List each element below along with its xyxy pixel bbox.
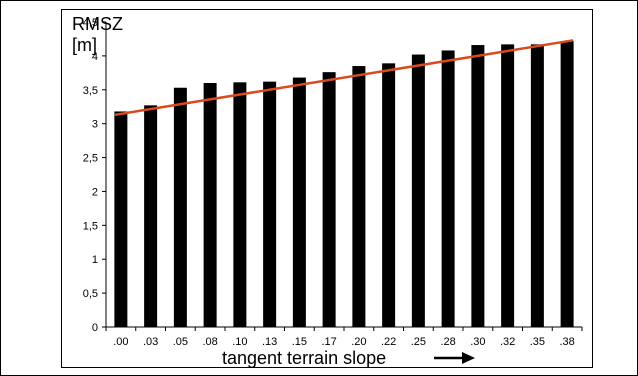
y-tick-label: 4	[92, 51, 98, 63]
bar	[144, 105, 158, 327]
bar	[352, 66, 366, 328]
x-tick-label: .05	[173, 336, 188, 348]
x-tick-label: .35	[530, 336, 545, 348]
x-tick-label: .30	[470, 336, 485, 348]
bar	[501, 44, 515, 327]
y-axis-title-line2: [m]	[72, 35, 97, 55]
x-tick-label: .10	[232, 336, 247, 348]
y-tick-label: 2	[92, 186, 98, 198]
y-tick-label: 3,5	[83, 85, 98, 97]
bar	[233, 82, 247, 327]
x-tick-label: .00	[113, 336, 128, 348]
y-tick-label: 1,5	[83, 220, 98, 232]
y-tick-label: 4,5	[83, 17, 98, 29]
x-tick-label: .03	[143, 336, 158, 348]
x-tick-label: .15	[292, 336, 307, 348]
y-tick-label: 0,5	[83, 288, 98, 300]
y-tick-label: 2,5	[83, 153, 98, 165]
bar	[263, 81, 277, 328]
bar	[471, 45, 485, 328]
y-tick-label: 3	[92, 119, 98, 131]
bar	[292, 77, 306, 327]
x-tick-label: .32	[500, 336, 515, 348]
x-tick-label: .38	[559, 336, 574, 348]
bar	[411, 54, 425, 328]
bar	[530, 44, 544, 327]
x-tick-label: .28	[440, 336, 455, 348]
y-axis-title-line1: RMSZ	[72, 14, 123, 34]
bar	[441, 50, 455, 327]
bar-chart: RMSZ [m] tangent terrain slope 0 0,5 1 1,5 2…	[72, 14, 583, 367]
x-axis-title-arrow	[434, 352, 475, 364]
bar	[114, 111, 128, 327]
trend-line	[114, 39, 574, 117]
x-tick-label: .22	[381, 336, 396, 348]
x-tick-label: .13	[262, 336, 277, 348]
chart-area: RMSZ [m] tangent terrain slope 0 0,5 1 1,5 2…	[61, 9, 593, 368]
y-tick-label: 1	[92, 254, 98, 266]
x-tick-label: .17	[321, 336, 336, 348]
bar	[382, 63, 396, 327]
x-tick-label: .20	[351, 336, 366, 348]
x-axis-title: tangent terrain slope	[222, 348, 386, 367]
bar	[173, 87, 187, 327]
bar	[203, 83, 217, 327]
x-tick-label: .08	[202, 336, 217, 348]
x-tick-label: .25	[411, 336, 426, 348]
bar	[560, 40, 574, 327]
bar	[322, 72, 336, 328]
y-tick-label: 0	[92, 322, 98, 334]
